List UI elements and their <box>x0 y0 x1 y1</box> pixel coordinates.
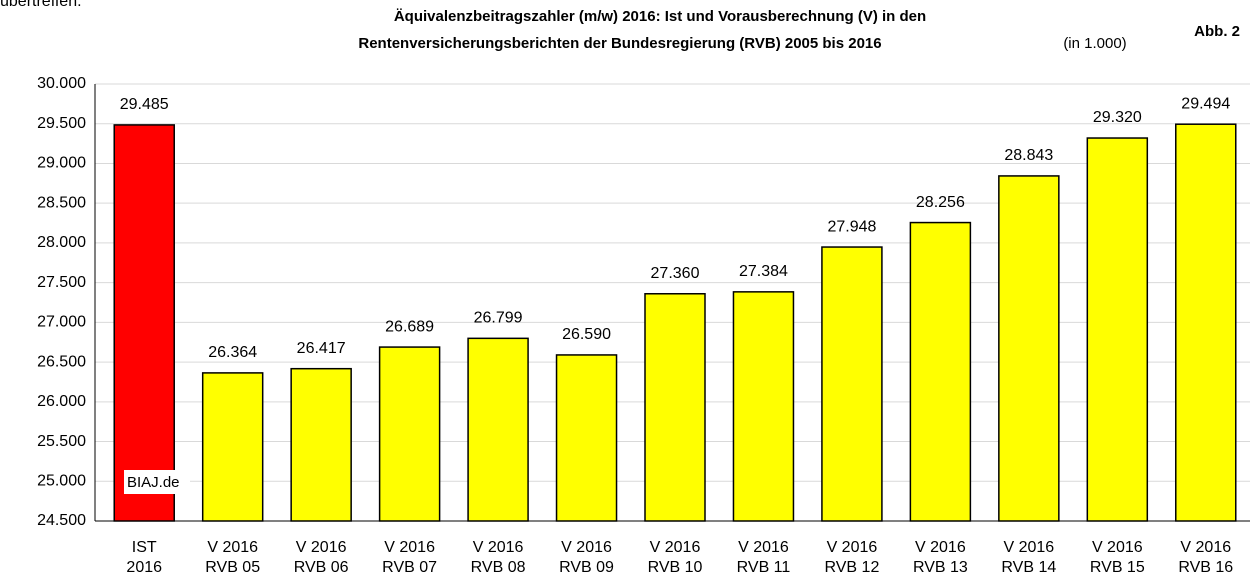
value-label: 29.320 <box>1093 109 1142 126</box>
x-tick-label: IST <box>132 539 157 556</box>
y-tick-label: 30.000 <box>37 75 86 92</box>
value-label: 26.364 <box>208 344 257 361</box>
bar <box>113 124 175 522</box>
x-tick-label: RVB 11 <box>737 559 791 576</box>
x-tick-label: V 2016 <box>384 539 435 556</box>
chart-subtitle: (in 1.000) <box>1063 35 1126 52</box>
x-tick-label: V 2016 <box>296 539 347 556</box>
x-tick-label: V 2016 <box>207 539 258 556</box>
chart-title: Äquivalenzbeitragszahler (m/w) 2016: Ist… <box>394 8 926 25</box>
value-label: 27.360 <box>651 265 700 282</box>
x-tick-label: V 2016 <box>473 539 524 556</box>
x-tick-label: V 2016 <box>561 539 612 556</box>
x-tick-label: RVB 16 <box>1178 559 1233 576</box>
x-tick-label: V 2016 <box>1003 539 1054 556</box>
x-tick-label: V 2016 <box>1092 539 1143 556</box>
x-tick-label: RVB 07 <box>382 559 437 576</box>
x-tick-label: RVB 12 <box>824 559 879 576</box>
value-label: 29.494 <box>1181 95 1230 112</box>
figure-label: Abb. 2 <box>1194 23 1240 40</box>
y-tick-label: 28.500 <box>37 194 86 211</box>
bar <box>732 291 795 522</box>
y-tick-label: 29.000 <box>37 155 86 172</box>
y-tick-label: 26.000 <box>37 393 86 410</box>
value-label: 28.256 <box>916 194 965 211</box>
value-label: 29.485 <box>120 96 169 113</box>
x-tick-label: RVB 13 <box>913 559 968 576</box>
bar <box>821 246 883 522</box>
x-tick-label: RVB 08 <box>471 559 526 576</box>
y-tick-label: 26.500 <box>37 353 86 370</box>
value-label: 27.948 <box>827 218 876 235</box>
y-tick-label: 27.000 <box>37 314 86 331</box>
x-tick-label: RVB 14 <box>1001 559 1056 576</box>
x-tick-label: RVB 10 <box>648 559 703 576</box>
bar <box>644 293 706 522</box>
watermark-box <box>124 470 190 494</box>
x-tick-label: V 2016 <box>738 539 789 556</box>
y-tick-label: 25.000 <box>37 472 86 489</box>
y-tick-label: 28.000 <box>37 234 86 251</box>
bar <box>909 221 972 522</box>
chart-title: Rentenversicherungsberichten der Bundesr… <box>358 35 881 52</box>
x-tick-label: V 2016 <box>827 539 878 556</box>
bar <box>998 175 1060 522</box>
top-text: übertreffen. <box>0 0 82 10</box>
bar <box>555 354 618 522</box>
bar <box>1175 123 1237 522</box>
value-label: 27.384 <box>739 263 788 280</box>
y-tick-label: 24.500 <box>37 512 86 529</box>
x-tick-label: V 2016 <box>915 539 966 556</box>
bar <box>290 367 352 522</box>
x-tick-label: RVB 15 <box>1090 559 1145 576</box>
value-label: 26.689 <box>385 318 434 335</box>
value-label: 28.843 <box>1004 147 1053 164</box>
x-tick-label: RVB 05 <box>205 559 260 576</box>
x-tick-label: 2016 <box>126 559 162 576</box>
x-tick-label: V 2016 <box>1180 539 1231 556</box>
bar <box>201 372 264 522</box>
value-label: 26.799 <box>474 310 523 327</box>
value-label: 26.590 <box>562 326 611 343</box>
x-tick-label: RVB 06 <box>294 559 349 576</box>
watermark: BIAJ.de <box>127 474 180 491</box>
bar <box>467 337 529 522</box>
bar <box>378 346 441 522</box>
x-tick-label: V 2016 <box>650 539 701 556</box>
y-tick-label: 27.500 <box>37 274 86 291</box>
bar <box>1086 137 1149 522</box>
y-tick-label: 29.500 <box>37 115 86 132</box>
value-label: 26.417 <box>297 340 346 357</box>
x-tick-label: RVB 09 <box>559 559 614 576</box>
y-tick-label: 25.500 <box>37 433 86 450</box>
